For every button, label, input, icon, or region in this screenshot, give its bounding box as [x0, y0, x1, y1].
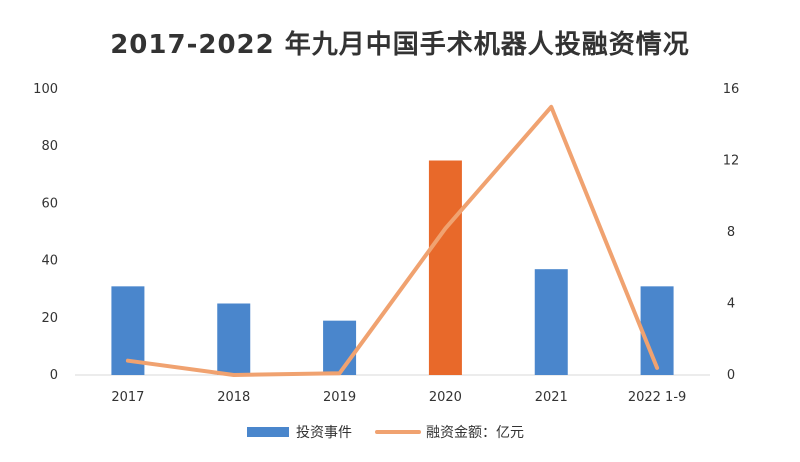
legend-bar-swatch	[247, 427, 289, 437]
bar-2021	[534, 269, 568, 375]
y-right-tick-label: 12	[723, 154, 740, 169]
y-left-tick-label: 100	[33, 82, 58, 97]
y-left-tick-label: 0	[50, 368, 58, 383]
y-left-tick-label: 60	[41, 196, 58, 211]
y-right-tick-label: 8	[727, 225, 735, 240]
y-left-tick-label: 20	[41, 311, 58, 326]
y-right-tick-label: 16	[723, 82, 740, 97]
chart-title: 2017-2022 年九月中国手术机器人投融资情况	[110, 30, 690, 60]
x-tick-label: 2018	[217, 390, 250, 405]
bar-2022-1-9	[640, 286, 674, 375]
line-series-financing	[125, 104, 660, 377]
y-right-tick-label: 0	[727, 368, 735, 383]
x-tick-label: 2017	[111, 390, 144, 405]
x-tick-label: 2022 1-9	[628, 390, 686, 405]
x-tick-label: 2019	[323, 390, 356, 405]
y-right-tick-label: 4	[727, 297, 735, 312]
x-tick-label: 2020	[429, 390, 462, 405]
x-tick-label: 2021	[535, 390, 568, 405]
bar-2018	[217, 303, 251, 375]
y-left-tick-label: 40	[41, 254, 58, 269]
y-left-tick-label: 80	[41, 139, 58, 154]
legend-bar-label: 投资事件	[296, 425, 352, 441]
legend-line-label: 融资金额：亿元	[426, 425, 524, 441]
bar-2020	[428, 160, 462, 375]
bar-2019	[323, 320, 357, 375]
